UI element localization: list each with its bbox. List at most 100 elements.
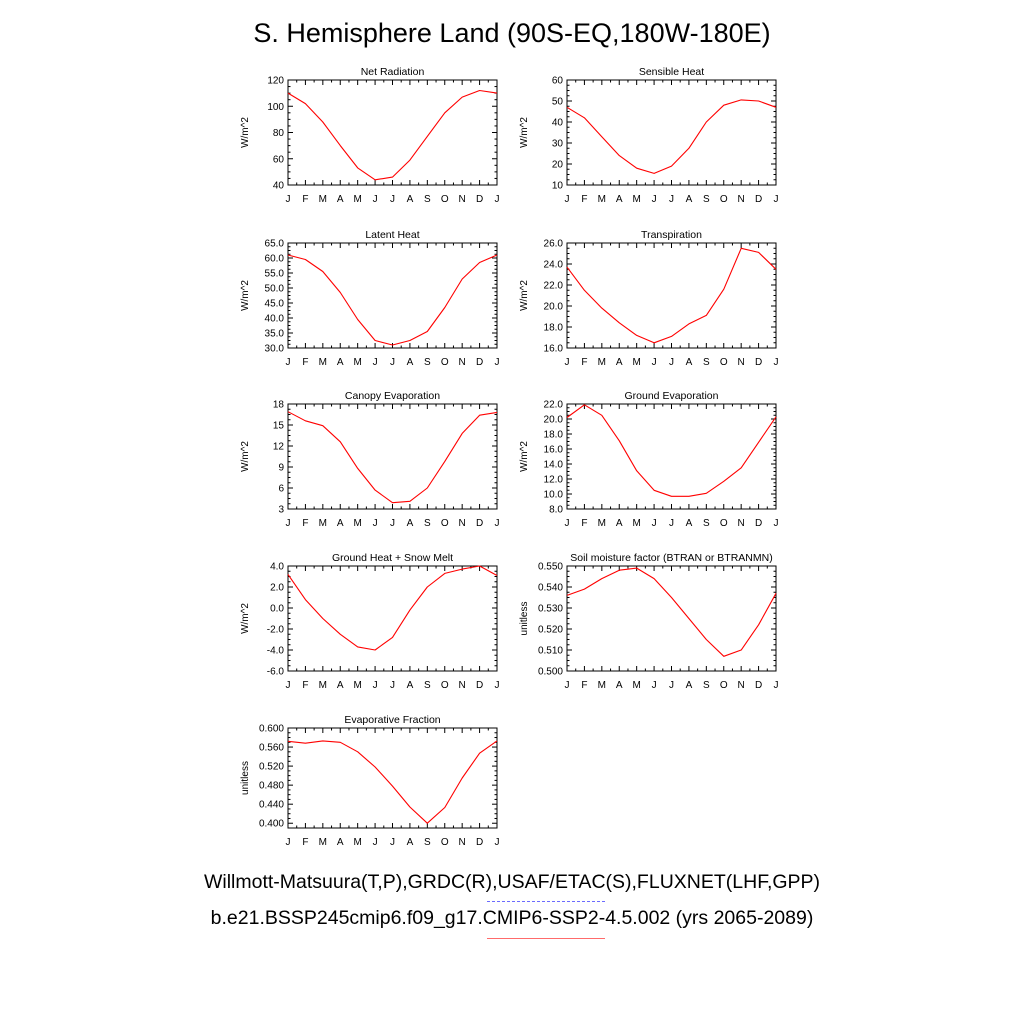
x-tick-label: A	[337, 680, 344, 691]
y-tick-label: 16.0	[544, 445, 564, 456]
x-tick-label: M	[598, 194, 606, 205]
y-tick-label: 18.0	[544, 430, 564, 441]
x-tick-label: A	[616, 680, 623, 691]
x-tick-label: O	[720, 680, 728, 691]
x-tick-label: S	[703, 357, 710, 368]
y-tick-label: 4.0	[270, 562, 284, 573]
series-line	[287, 411, 498, 504]
x-tick-label: A	[407, 357, 414, 368]
x-tick-label: M	[598, 518, 606, 529]
legend-observations-label: Willmott-Matsuura(T,P),GRDC(R),USAF/ETAC…	[203, 871, 821, 893]
page-title: S. Hemisphere Land (90S-EQ,180W-180E)	[253, 18, 771, 48]
panel-title: Net Radiation	[361, 66, 425, 78]
x-tick-label: J	[390, 837, 395, 848]
x-tick-label: O	[720, 357, 728, 368]
x-tick-label: A	[686, 518, 693, 529]
y-tick-label: -4.0	[267, 646, 285, 657]
y-tick-label: 60	[552, 76, 564, 87]
panel-title: Sensible Heat	[639, 66, 704, 78]
x-tick-label: D	[755, 357, 762, 368]
panel-title: Evaporative Fraction	[344, 714, 440, 726]
plot-frame	[287, 727, 498, 829]
y-tick-label: 0.0	[270, 604, 284, 615]
series-line	[566, 99, 777, 174]
series-line	[287, 565, 498, 651]
x-tick-label: J	[373, 357, 378, 368]
panel-title: Ground Heat + Snow Melt	[332, 552, 453, 564]
panel-title: Latent Heat	[365, 229, 419, 241]
x-tick-label: J	[565, 680, 570, 691]
x-tick-label: F	[581, 194, 587, 205]
x-tick-label: O	[720, 518, 728, 529]
x-tick-label: S	[703, 194, 710, 205]
legend-observations-swatch	[487, 901, 605, 902]
x-tick-label: O	[441, 680, 449, 691]
x-tick-label: J	[774, 518, 779, 529]
x-tick-label: J	[373, 680, 378, 691]
x-tick-label: M	[353, 837, 361, 848]
x-tick-label: J	[774, 357, 779, 368]
panel-title: Soil moisture factor (BTRAN or BTRANMN)	[570, 552, 772, 564]
series-line	[566, 404, 777, 497]
x-tick-label: A	[407, 680, 414, 691]
x-tick-label: N	[459, 837, 466, 848]
legend-model-label: b.e21.BSSP245cmip6.f09_g17.CMIP6-SSP2-4.…	[210, 907, 814, 929]
x-tick-label: M	[319, 194, 327, 205]
x-tick-label: J	[390, 518, 395, 529]
x-tick-label: A	[616, 518, 623, 529]
x-tick-label: S	[703, 518, 710, 529]
y-axis-label: W/m^2	[519, 441, 530, 472]
x-tick-label: A	[686, 357, 693, 368]
x-tick-label: M	[598, 357, 606, 368]
chart-panel: J F M A M J J A S O N D J30.035.040.045.050.055.060.…	[240, 229, 500, 368]
y-tick-label: 3	[278, 505, 284, 516]
x-tick-label: J	[390, 680, 395, 691]
x-tick-label: F	[302, 518, 308, 529]
x-tick-label: M	[632, 680, 640, 691]
x-tick-label: J	[495, 357, 500, 368]
y-tick-label: 2.0	[270, 583, 284, 594]
y-tick-label: -6.0	[267, 667, 285, 678]
x-tick-label: J	[495, 194, 500, 205]
y-tick-label: 6	[278, 484, 284, 495]
plot-frame	[287, 403, 498, 510]
y-axis-label: W/m^2	[519, 280, 530, 311]
chart-panel: J F M A M J J A S O N D J8.010.012.014.016.018.020.0…	[519, 390, 779, 529]
x-tick-label: A	[337, 357, 344, 368]
x-tick-label: A	[407, 518, 414, 529]
y-tick-label: 100	[267, 102, 284, 113]
x-tick-label: F	[581, 518, 587, 529]
x-tick-label: M	[632, 518, 640, 529]
x-tick-label: D	[755, 680, 762, 691]
panel-title: Ground Evaporation	[625, 390, 719, 402]
y-tick-label: 22.0	[544, 281, 564, 292]
y-tick-label: 15	[273, 421, 285, 432]
x-tick-label: N	[459, 357, 466, 368]
x-tick-label: S	[424, 194, 431, 205]
y-axis-label: W/m^2	[240, 117, 251, 148]
y-axis-label: W/m^2	[519, 117, 530, 148]
y-tick-label: 80	[273, 128, 285, 139]
y-tick-label: 60	[273, 154, 285, 165]
x-tick-label: A	[407, 837, 414, 848]
y-tick-label: 16.0	[544, 344, 564, 355]
chart-panel: J F M A M J J A S O N D J0.4000.4400.4800.5200.5600.…	[240, 714, 500, 848]
y-tick-label: 40.0	[265, 314, 285, 325]
x-tick-label: S	[424, 518, 431, 529]
x-tick-label: D	[755, 518, 762, 529]
x-tick-label: A	[337, 194, 344, 205]
series-line	[287, 740, 498, 824]
x-tick-label: J	[495, 680, 500, 691]
x-tick-label: M	[353, 357, 361, 368]
x-tick-label: O	[441, 837, 449, 848]
x-tick-label: S	[424, 837, 431, 848]
x-tick-label: J	[286, 518, 291, 529]
y-tick-label: 10	[552, 181, 564, 192]
x-tick-label: M	[319, 680, 327, 691]
x-tick-label: M	[632, 357, 640, 368]
plot-frame	[566, 242, 777, 349]
y-tick-label: 30.0	[265, 344, 285, 355]
